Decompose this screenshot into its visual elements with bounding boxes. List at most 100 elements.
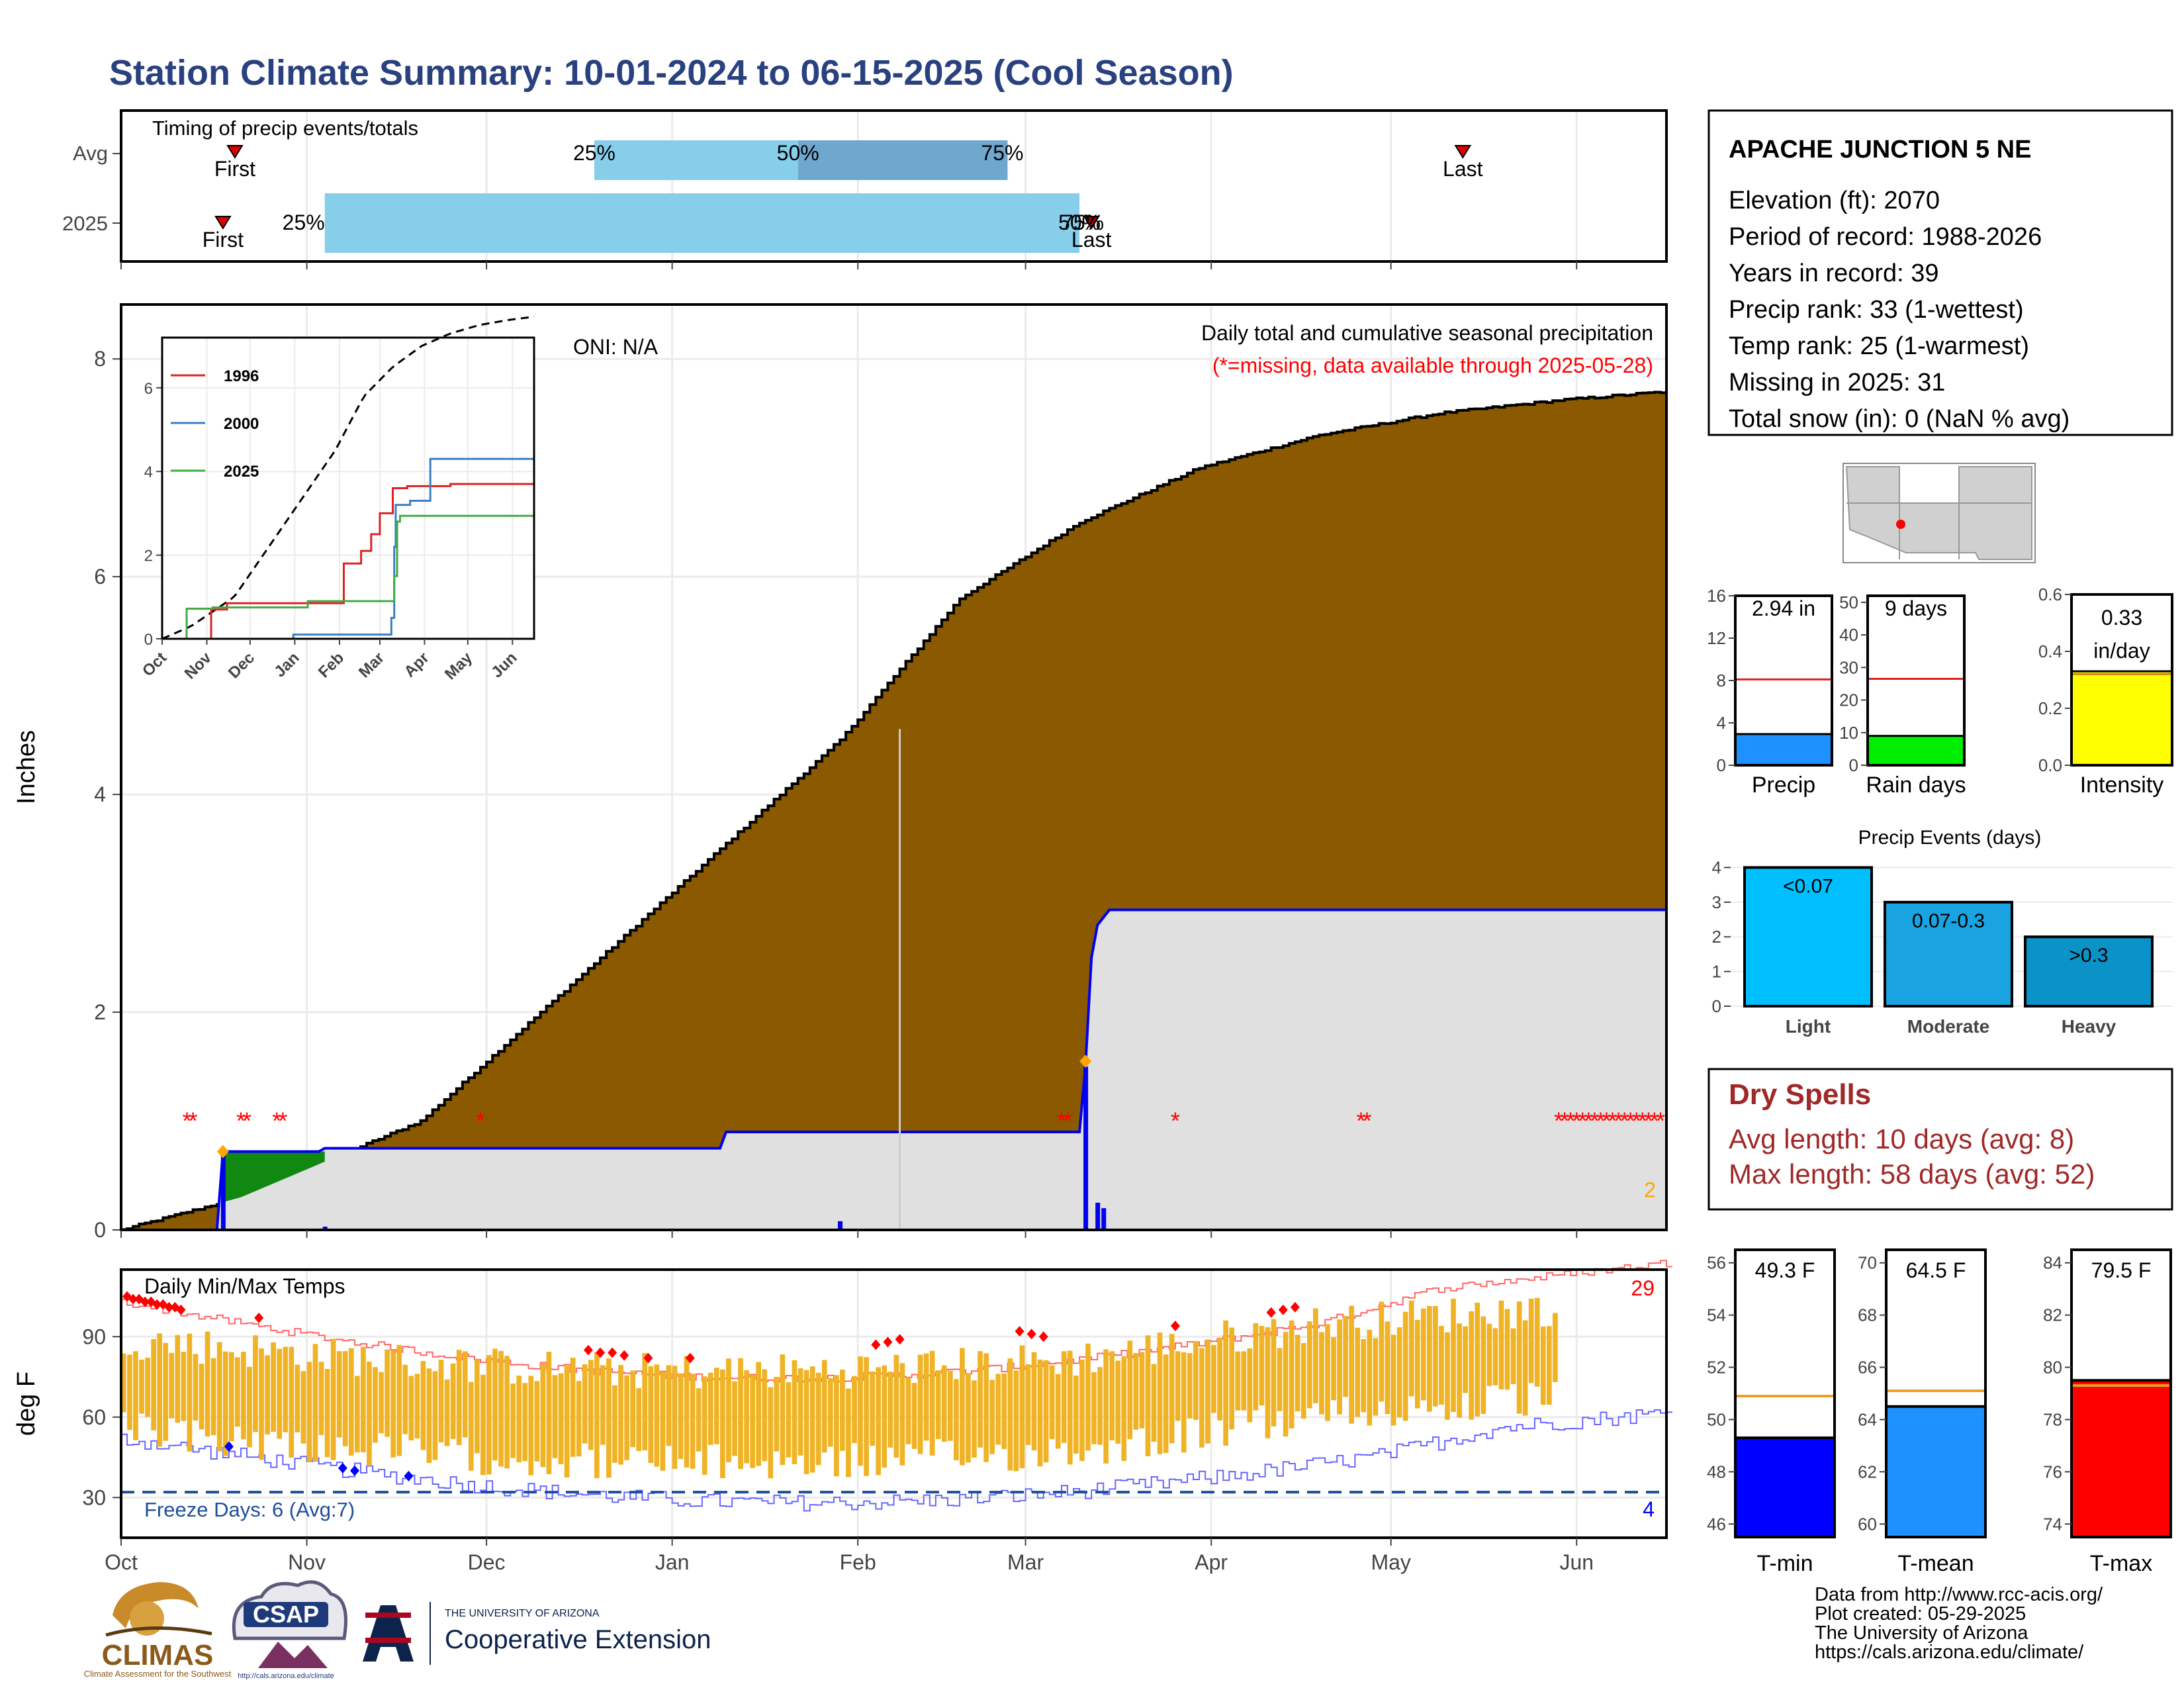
- daily-temp-bar: [1313, 1308, 1318, 1403]
- daily-temp-bar: [1325, 1324, 1330, 1421]
- daily-temp-bar: [1169, 1334, 1175, 1444]
- daily-temp-bar: [1229, 1327, 1235, 1430]
- daily-temp-bar: [1049, 1365, 1055, 1440]
- missing-data-marker: *: [476, 1107, 485, 1135]
- daily-temp-bar: [438, 1359, 444, 1442]
- daily-temp-bar: [1013, 1370, 1019, 1472]
- record-high-marker: [643, 1352, 653, 1364]
- daily-temp-bar: [1492, 1328, 1498, 1385]
- avg-cumulative-line: [121, 391, 1668, 1231]
- daily-temp-bar: [1498, 1300, 1504, 1389]
- missing-data-marker: *: [242, 1107, 251, 1135]
- daily-temp-bar: [306, 1362, 312, 1462]
- tmean-tick-label: 64: [1858, 1409, 1877, 1429]
- daily-temp-bar: [642, 1353, 648, 1451]
- missing-data-marker: *: [1578, 1107, 1587, 1135]
- daily-temp-bar: [582, 1364, 588, 1444]
- raindays-mini-tick-label: 50: [1839, 592, 1858, 612]
- daily-temp-bar: [408, 1376, 414, 1441]
- intensity-mini-label: Intensity: [2080, 773, 2164, 798]
- tmax-bar: [2070, 1379, 2172, 1538]
- daily-temp-bar: [289, 1346, 295, 1458]
- daily-temp-bar: [312, 1344, 318, 1462]
- tmin-bar: [1734, 1436, 1836, 1539]
- map-state-borders: [1846, 467, 2032, 559]
- station-name: APACHE JUNCTION 5 NE: [1729, 136, 2031, 164]
- tmax-tick-label: 74: [2043, 1514, 2062, 1534]
- daily-temp-bar: [1385, 1321, 1390, 1415]
- station-info-box: [1707, 109, 2173, 436]
- daily-temp-bar: [367, 1361, 372, 1466]
- tmin-tick-label: 50: [1707, 1409, 1726, 1429]
- csap-logo-mountains: [258, 1642, 328, 1668]
- tmean-bar: [1885, 1405, 1987, 1539]
- daily-temp-bar: [1540, 1326, 1546, 1405]
- precip-ytick-label: 4: [94, 782, 106, 806]
- daily-temp-bar: [241, 1352, 246, 1440]
- daily-temp-bar: [1408, 1300, 1414, 1397]
- daily-temp-bar: [253, 1335, 258, 1432]
- daily-temp-bar: [1343, 1315, 1348, 1397]
- raindays-mini-tick-label: 40: [1839, 625, 1858, 645]
- daily-temp-bar: [588, 1360, 594, 1450]
- max-precip-marker: [216, 1145, 229, 1158]
- daily-temp-bar: [379, 1372, 384, 1434]
- tmax-text: 79.5 F: [2091, 1258, 2152, 1282]
- missing-data-marker: *: [1644, 1107, 1653, 1135]
- month-label: May: [1371, 1550, 1410, 1574]
- raindays-mini-tick-label: 10: [1839, 723, 1858, 743]
- daily-temp-bar: [1349, 1305, 1355, 1424]
- daily-temp-bar: [163, 1342, 169, 1441]
- daily-temp-bar: [450, 1363, 456, 1439]
- daily-temp-bar: [474, 1359, 480, 1454]
- daily-temp-bar: [684, 1356, 690, 1468]
- daily-temp-bar: [385, 1349, 390, 1437]
- daily-temp-bar: [121, 1353, 126, 1413]
- avg-first-marker: [226, 145, 244, 159]
- daily-temp-bar: [1181, 1352, 1187, 1453]
- daily-temp-bar: [756, 1362, 762, 1466]
- daily-temp-bar: [978, 1351, 983, 1448]
- daily-temp-bar: [1319, 1332, 1324, 1415]
- daily-temp-bar: [480, 1374, 486, 1476]
- y2025-cumulative-line: [121, 908, 1666, 1231]
- daily-temp-bar: [336, 1351, 342, 1438]
- temp-caption: Daily Min/Max Temps: [144, 1274, 345, 1298]
- daily-temp-bar: [1079, 1359, 1085, 1462]
- missing-data-marker: *: [1602, 1107, 1611, 1135]
- daily-precip-bar: [1101, 1208, 1107, 1230]
- dry-spells-box: [1707, 1068, 2173, 1211]
- csap-logo-url: http://cals.arizona.edu/climate: [238, 1672, 334, 1680]
- daily-temp-bar: [966, 1373, 971, 1463]
- daily-temp-bar: [917, 1354, 923, 1454]
- daily-temp-bar: [1115, 1360, 1121, 1444]
- event-bar-heavy: [2024, 935, 2154, 1008]
- daily-temp-bar: [1253, 1323, 1259, 1411]
- record-high-marker: [164, 1301, 174, 1313]
- daily-precip-bar: [322, 1227, 328, 1230]
- tmean-tick-label: 62: [1858, 1462, 1877, 1481]
- daily-temp-bar: [462, 1351, 468, 1438]
- daily-temp-bar: [354, 1376, 360, 1453]
- daily-temp-bar: [803, 1370, 809, 1474]
- daily-temp-bar: [1355, 1327, 1361, 1417]
- daily-temp-bar: [504, 1356, 510, 1469]
- daily-temp-bar: [199, 1364, 205, 1430]
- daily-temp-bar: [486, 1355, 492, 1475]
- daily-temp-bar: [815, 1372, 821, 1466]
- tmean-tick-label: 70: [1858, 1253, 1877, 1273]
- tmean-text: 64.5 F: [1906, 1258, 1966, 1282]
- missing-data-marker: *: [1356, 1107, 1365, 1135]
- daily-temp-bar: [1445, 1332, 1450, 1420]
- daily-temp-bar: [210, 1358, 216, 1436]
- record-high-marker: [1038, 1331, 1048, 1342]
- missing-data-marker: *: [1608, 1107, 1617, 1135]
- inset-avg-line: [161, 315, 535, 640]
- daily-temp-bar: [630, 1370, 635, 1448]
- daily-temp-bar: [426, 1368, 432, 1464]
- daily-temp-bar: [1187, 1353, 1193, 1419]
- daily-temp-bar: [1055, 1374, 1061, 1449]
- daily-temp-bar: [624, 1375, 629, 1460]
- daily-temp-bar: [181, 1352, 187, 1421]
